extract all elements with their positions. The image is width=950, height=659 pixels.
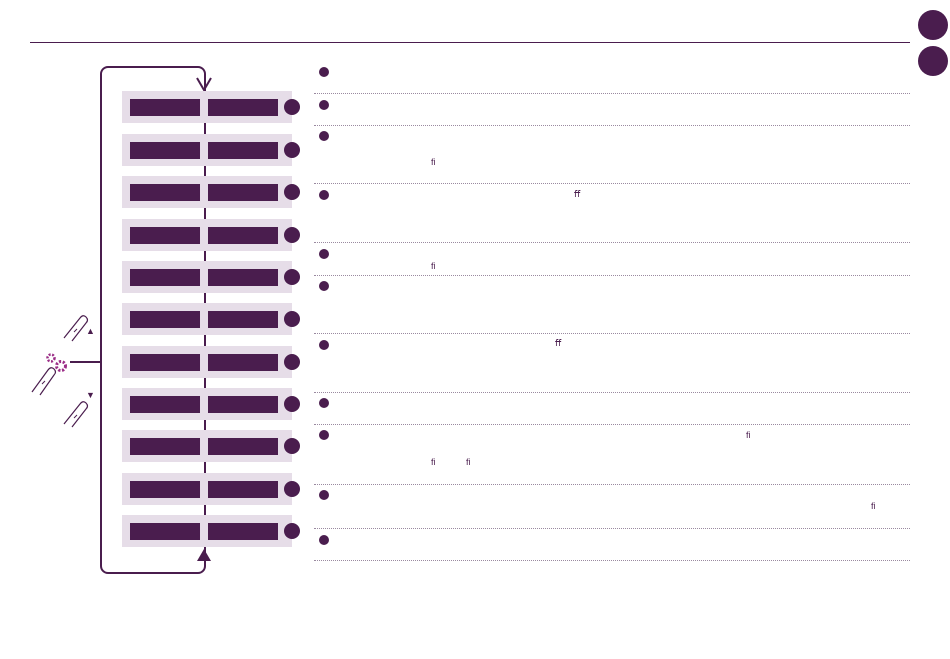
ligature-fragment: ﬁ — [871, 501, 876, 511]
menu-row[interactable] — [122, 388, 300, 420]
ligature-fragment: ﬁ — [431, 157, 436, 167]
menu-row-dot — [284, 269, 300, 285]
menu-row-right-bar — [208, 99, 278, 116]
list-item-bullet — [319, 100, 329, 110]
list-separator — [314, 242, 910, 243]
list-item-bullet — [319, 398, 329, 408]
list-item-bullet — [319, 249, 329, 259]
corner-dot-top — [918, 10, 948, 40]
menu-row-dot — [284, 438, 300, 454]
menu-row-dot — [284, 142, 300, 158]
gear-icon — [46, 353, 67, 372]
list-separator — [314, 125, 910, 126]
menu-row-dot — [284, 523, 300, 539]
menu-row-left-bar — [130, 269, 200, 286]
menu-row-dot — [284, 354, 300, 370]
list-item-bullet — [319, 490, 329, 500]
menu-row-left-bar — [130, 438, 200, 455]
menu-row-left-bar — [130, 184, 200, 201]
menu-row-right-bar — [208, 481, 278, 498]
menu-row-left-bar — [130, 354, 200, 371]
list-item-bullet — [319, 131, 329, 141]
list-item-bullet — [319, 281, 329, 291]
ligature-fragment: ﬀ — [574, 189, 581, 199]
menu-row[interactable] — [122, 219, 300, 251]
list-separator — [314, 424, 910, 425]
menu-row[interactable] — [122, 134, 300, 166]
ligature-fragment: ﬁ — [466, 457, 471, 467]
menu-row[interactable] — [122, 430, 300, 462]
menu-row[interactable] — [122, 91, 300, 123]
menu-row-dot — [284, 99, 300, 115]
list-item-bullet — [319, 190, 329, 200]
menu-row-right-bar — [208, 523, 278, 540]
menu-row-right-bar — [208, 438, 278, 455]
menu-row-dot — [284, 481, 300, 497]
list-item-bullet — [319, 535, 329, 545]
menu-row-left-bar — [130, 523, 200, 540]
list-separator — [314, 392, 910, 393]
control-connector — [70, 361, 102, 363]
menu-row-right-bar — [208, 311, 278, 328]
menu-row-right-bar — [208, 227, 278, 244]
finger-gear-icon[interactable] — [28, 358, 64, 398]
menu-row-dot — [284, 311, 300, 327]
loop-arrow-down-icon — [196, 77, 212, 92]
list-item-bullet — [319, 67, 329, 77]
list-separator — [314, 93, 910, 94]
menu-row[interactable] — [122, 515, 300, 547]
menu-row[interactable] — [122, 176, 300, 208]
menu-row-right-bar — [208, 354, 278, 371]
menu-row[interactable] — [122, 303, 300, 335]
loop-arrow-up-icon — [197, 549, 211, 561]
ligature-fragment: ﬁ — [431, 261, 436, 271]
menu-row[interactable] — [122, 473, 300, 505]
up-triangle-icon: ▲ — [86, 326, 95, 336]
list-separator — [314, 333, 910, 334]
list-separator — [314, 275, 910, 276]
ligature-fragment: ﬀ — [555, 338, 562, 348]
menu-row[interactable] — [122, 346, 300, 378]
finger-up-icon[interactable] — [60, 308, 96, 344]
menu-row-dot — [284, 396, 300, 412]
list-separator — [314, 484, 910, 485]
menu-row-left-bar — [130, 227, 200, 244]
menu-row-left-bar — [130, 142, 200, 159]
menu-row-dot — [284, 184, 300, 200]
list-separator — [314, 183, 910, 184]
menu-row-right-bar — [208, 142, 278, 159]
menu-row[interactable] — [122, 261, 300, 293]
ligature-fragment: ﬁ — [746, 430, 751, 440]
ligature-fragment: ﬁ — [431, 457, 436, 467]
header-rule — [30, 42, 910, 43]
menu-row-left-bar — [130, 396, 200, 413]
list-item-bullet — [319, 340, 329, 350]
list-item-bullet — [319, 430, 329, 440]
menu-row-right-bar — [208, 396, 278, 413]
list-separator — [314, 560, 910, 561]
menu-row-right-bar — [208, 184, 278, 201]
menu-row-left-bar — [130, 99, 200, 116]
corner-dot-bottom — [918, 46, 948, 76]
menu-row-dot — [284, 227, 300, 243]
menu-row-right-bar — [208, 269, 278, 286]
menu-row-left-bar — [130, 311, 200, 328]
list-separator — [314, 528, 910, 529]
menu-row-left-bar — [130, 481, 200, 498]
down-triangle-icon: ▼ — [86, 390, 95, 400]
finger-down-icon[interactable] — [60, 394, 96, 430]
